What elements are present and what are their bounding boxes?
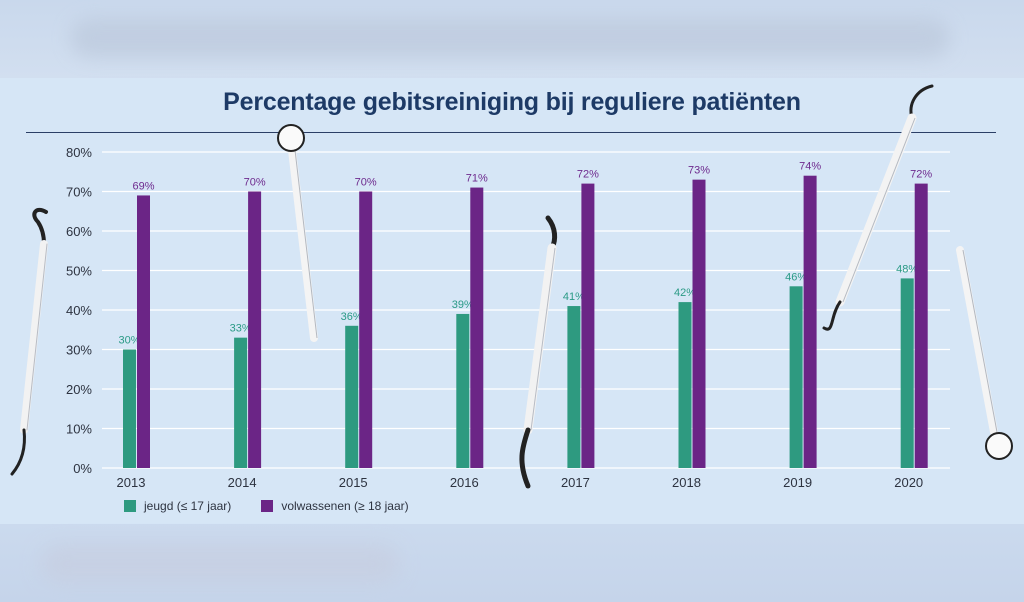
bar-volwassenen [914,183,928,468]
x-tick-label: 2019 [783,475,812,490]
data-label: 72% [577,169,599,181]
y-axis-ticks: 0% 10% 20% 30% 40% 50% 60% 70% 80% [66,145,92,476]
legend-swatch [261,500,274,512]
y-tick-label: 70% [66,185,92,200]
y-tick-label: 0% [73,461,92,476]
bar-volwassenen [137,195,150,468]
bar-jeugd [234,337,248,468]
bar-jeugd [567,306,581,468]
bar-jeugd [900,278,914,468]
data-label: 39% [452,299,474,311]
y-tick-label: 60% [66,224,92,239]
y-tick-label: 20% [66,382,92,397]
chart-legend: jeugd (≤ 17 jaar) volwassenen (≥ 18 jaar… [124,499,409,513]
data-label: 74% [799,161,821,173]
data-label: 70% [355,177,377,189]
dental-scaler-icon [519,215,558,489]
data-label: 72% [910,169,932,181]
x-tick-label: 2014 [228,475,257,490]
y-tick-label: 10% [66,422,92,437]
chart-title: Percentage gebitsreiniging bij reguliere… [223,88,801,116]
dental-probe-icon [10,207,48,476]
data-label: 71% [466,173,488,185]
bar-volwassenen [581,183,595,468]
x-tick-label: 2017 [561,475,590,490]
data-label: 46% [785,271,807,283]
bar-jeugd [789,286,803,468]
data-label: 30% [118,335,140,347]
x-tick-label: 2016 [450,475,479,490]
bar-jeugd [123,349,136,468]
x-tick-label: 2018 [672,475,701,490]
y-tick-label: 50% [66,264,92,279]
bars: 30% 69% 33% 70% 36% 70% 39% 71% 41% 72% 42% 73% 46% 7… [118,161,932,469]
bar-volwassenen [803,175,817,468]
data-label: 73% [688,165,710,177]
y-tick-label: 40% [66,303,92,318]
legend-item-volwassenen: volwassenen (≥ 18 jaar) [261,499,409,513]
x-tick-label: 2015 [339,475,368,490]
dental-explorer-icon [822,84,934,331]
data-label: 70% [244,177,266,189]
bar-jeugd [678,302,692,468]
bar-volwassenen [248,191,262,468]
bar-volwassenen [470,187,484,469]
x-tick-label: 2013 [117,475,146,490]
blurred-background-bottom [0,524,1024,602]
bar-jeugd [456,313,470,468]
legend-item-jeugd: jeugd (≤ 17 jaar) [124,499,231,513]
x-axis-ticks: 2013 2014 2015 2016 2017 2018 2019 2020 [117,475,924,490]
data-label: 33% [230,323,252,335]
data-label: 69% [132,180,154,192]
legend-label: volwassenen (≥ 18 jaar) [281,499,409,513]
legend-swatch [124,500,136,512]
data-label: 48% [896,263,918,275]
legend-label: jeugd (≤ 17 jaar) [144,499,232,513]
x-tick-label: 2020 [894,475,923,490]
blurred-background-top [0,0,1024,78]
data-label: 36% [341,311,363,323]
data-label: 42% [674,287,696,299]
dental-mirror-icon [277,124,318,342]
bar-volwassenen [692,179,706,468]
data-label: 41% [563,291,585,303]
dental-mirror-icon-right [956,246,1013,460]
y-tick-label: 30% [66,343,92,358]
bar-jeugd [345,325,359,468]
y-tick-label: 80% [66,145,92,160]
bar-volwassenen [359,191,373,468]
title-divider [26,132,996,133]
